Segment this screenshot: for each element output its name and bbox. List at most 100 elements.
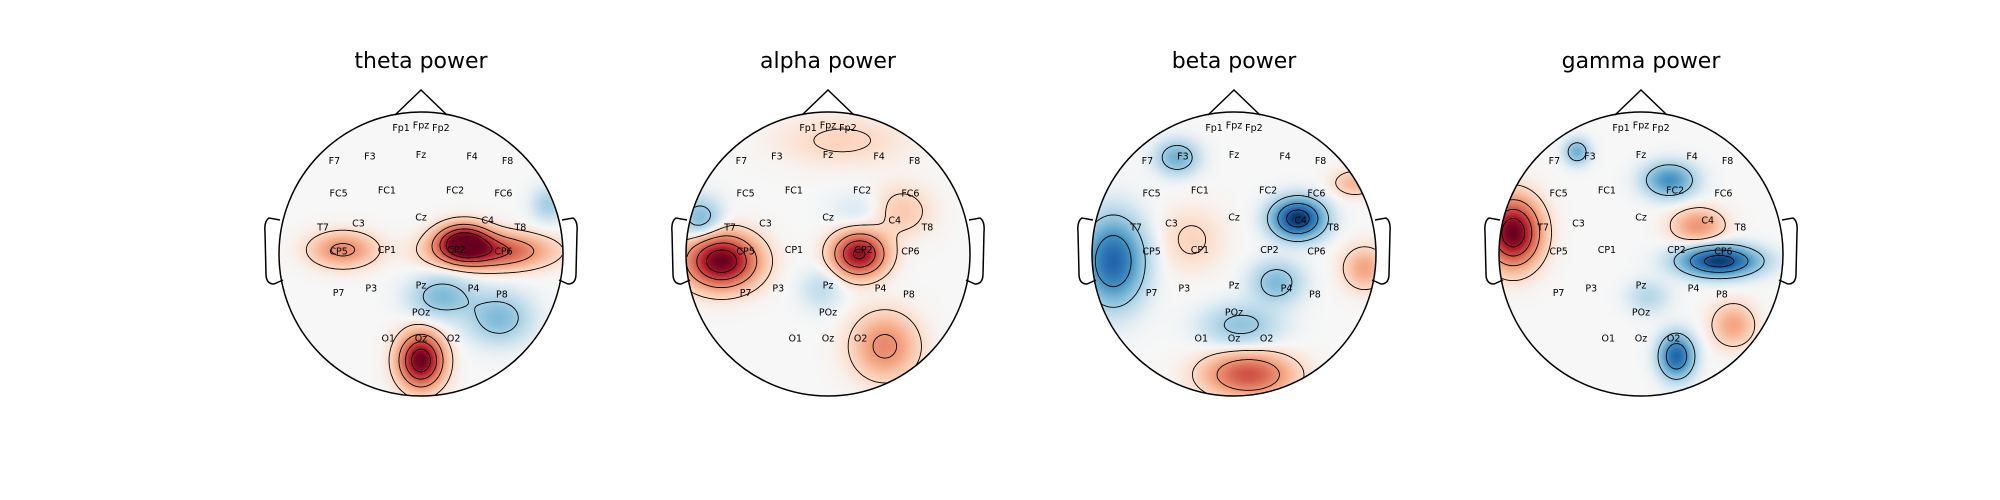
channel-label-pz: Pz	[1229, 281, 1240, 292]
channel-label-oz: Oz	[1635, 333, 1647, 344]
channel-label-oz: Oz	[415, 333, 427, 344]
channel-label-p7: P7	[1553, 288, 1565, 299]
contour-level	[422, 283, 519, 334]
channel-label-t8: T8	[513, 223, 526, 234]
channel-label-fc6: FC6	[494, 188, 512, 199]
channel-label-c4: C4	[888, 215, 901, 226]
channel-label-cp6: CP6	[494, 247, 512, 258]
contour-level	[405, 228, 511, 380]
channel-label-fc6: FC6	[1307, 188, 1325, 199]
channel-label-p4: P4	[875, 284, 887, 295]
channel-label-f7: F7	[1142, 156, 1154, 167]
channel-label-poz: POz	[412, 308, 430, 319]
channel-label-p3: P3	[1585, 284, 1597, 295]
left-ear-outline	[1077, 217, 1097, 285]
channel-label-fc1: FC1	[785, 186, 803, 197]
left-ear-outline	[1484, 217, 1504, 285]
channel-label-p7: P7	[740, 288, 752, 299]
channel-label-fc5: FC5	[1550, 188, 1568, 199]
channel-label-t7: T7	[723, 223, 736, 234]
channel-label-pz: Pz	[823, 281, 834, 292]
channel-label-fpz: Fpz	[1226, 120, 1242, 131]
channel-label-f7: F7	[736, 156, 748, 167]
topomap-heatmap	[279, 112, 563, 396]
channel-label-cz: Cz	[415, 213, 427, 224]
channel-label-cp5: CP5	[329, 247, 347, 258]
topomap-panel-3: beta power Fp1 Fpz Fp2 F7 F3 Fz F4 F8 FC5 FC1 FC2 FC…	[1077, 49, 1391, 397]
channel-label-c4: C4	[1294, 215, 1307, 226]
channel-label-cz: Cz	[1228, 213, 1240, 224]
channel-label-fc2: FC2	[446, 186, 464, 197]
channel-label-t7: T7	[1129, 223, 1142, 234]
channel-label-fz: Fz	[1636, 150, 1646, 161]
channel-label-f8: F8	[1722, 156, 1734, 167]
channel-label-f4: F4	[1279, 152, 1291, 163]
panel-title: alpha power	[760, 49, 897, 74]
channel-label-cp5: CP5	[736, 247, 754, 258]
head-outline	[1091, 111, 1377, 397]
contour-level	[1703, 254, 1735, 268]
channel-label-c4: C4	[1701, 215, 1714, 226]
head-outline	[1498, 111, 1784, 397]
channel-label-fp1: Fp1	[1205, 123, 1223, 134]
contour-level	[1092, 144, 1329, 335]
channel-label-f8: F8	[909, 156, 921, 167]
channel-label-o2: O2	[854, 333, 868, 344]
channel-label-f7: F7	[329, 156, 341, 167]
contour-lines	[686, 128, 923, 384]
channel-label-fc1: FC1	[1191, 186, 1209, 197]
channel-label-fc5: FC5	[737, 188, 755, 199]
channel-label-pz: Pz	[416, 281, 427, 292]
head-outline	[278, 111, 564, 397]
channel-label-poz: POz	[819, 308, 837, 319]
channel-label-cp6: CP6	[1714, 247, 1732, 258]
left-ear-outline	[264, 217, 284, 285]
channel-label-oz: Oz	[822, 333, 834, 344]
channel-label-cp2: CP2	[447, 245, 465, 256]
channel-label-fp1: Fp1	[799, 123, 817, 134]
channel-label-fpz: Fpz	[413, 120, 429, 131]
contour-level	[411, 232, 493, 373]
right-ear-outline	[558, 217, 578, 285]
channel-label-cp1: CP1	[378, 245, 396, 256]
panel-title: beta power	[1172, 49, 1298, 74]
contour-level	[1286, 209, 1310, 228]
topomap-heatmap	[1499, 112, 1783, 396]
contour-level	[686, 128, 923, 384]
channel-label-o2: O2	[447, 333, 461, 344]
contour-level	[330, 223, 535, 388]
channel-label-fz: Fz	[416, 150, 426, 161]
channel-label-fz: Fz	[1229, 150, 1239, 161]
contour-level	[1501, 218, 1526, 248]
channel-label-fp2: Fp2	[1245, 123, 1263, 134]
channel-label-cp6: CP6	[901, 247, 919, 258]
channel-label-o1: O1	[789, 333, 803, 344]
channel-label-fc2: FC2	[1259, 186, 1277, 197]
channel-label-cp5: CP5	[1549, 247, 1567, 258]
channel-label-fz: Fz	[823, 150, 833, 161]
channel-label-t8: T8	[920, 223, 933, 234]
contour-level	[696, 240, 876, 281]
topomap-heatmap	[1092, 112, 1376, 396]
contour-lines	[305, 216, 563, 396]
channel-label-fc6: FC6	[901, 188, 919, 199]
channel-label-f7: F7	[1549, 156, 1561, 167]
channel-label-o1: O1	[382, 333, 396, 344]
channel-label-f3: F3	[771, 152, 783, 163]
channel-label-c3: C3	[1572, 218, 1585, 229]
channel-label-p3: P3	[365, 284, 377, 295]
channel-label-p8: P8	[903, 289, 915, 300]
contour-level	[706, 248, 866, 273]
channel-label-p4: P4	[1688, 284, 1700, 295]
channel-label-cp2: CP2	[1260, 245, 1278, 256]
channel-label-c3: C3	[759, 218, 772, 229]
channel-label-oz: Oz	[1228, 333, 1240, 344]
channel-label-f4: F4	[1686, 152, 1698, 163]
channel-label-pz: Pz	[1636, 281, 1647, 292]
channel-label-t7: T7	[1536, 223, 1549, 234]
channel-label-p4: P4	[468, 284, 480, 295]
nose-outline	[801, 88, 855, 116]
nose-outline	[1614, 88, 1668, 116]
channel-label-cz: Cz	[1635, 213, 1647, 224]
channel-label-fc5: FC5	[330, 188, 348, 199]
